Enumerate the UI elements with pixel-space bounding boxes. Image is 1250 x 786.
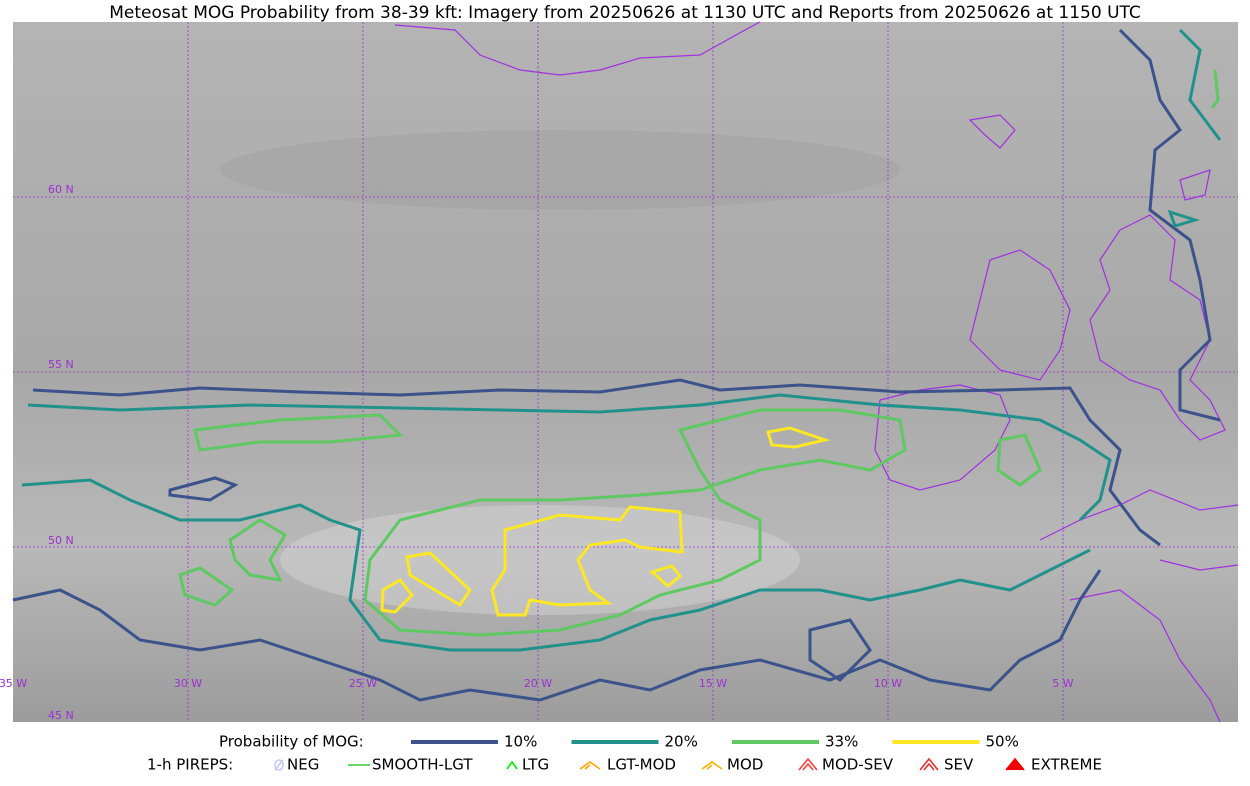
coastline xyxy=(1089,214,1226,441)
cloud-band xyxy=(220,130,900,210)
lat-label: 50 N xyxy=(48,534,74,547)
lat-label: 60 N xyxy=(48,183,74,196)
legend-label: SEV xyxy=(944,756,974,774)
contour-50 xyxy=(766,426,831,449)
coastline xyxy=(394,21,761,76)
legend-label: LGT-MOD xyxy=(607,756,676,774)
lon-label: 5 W xyxy=(1052,677,1073,690)
coastline xyxy=(1179,169,1211,201)
coastline xyxy=(874,384,1011,491)
lon-label: 10 W xyxy=(874,677,902,690)
lon-label: 20 W xyxy=(524,677,552,690)
legend-label: 20% xyxy=(665,733,698,751)
lat-label: 45 N xyxy=(48,709,74,722)
contours xyxy=(12,28,1222,702)
legend-label: MOD xyxy=(727,756,763,774)
legend-label: SMOOTH-LGT xyxy=(372,756,473,774)
grid xyxy=(13,22,1238,722)
cloud-band xyxy=(280,505,800,615)
contour-20 xyxy=(21,478,1091,652)
legend-icon xyxy=(1005,757,1025,771)
legend: Probability of MOG: 10% 20% 33% 50% 1-h PIREP… xyxy=(147,733,1102,774)
lon-labels: 35 W 30 W 25 W 20 W 15 W 10 W 5 W xyxy=(0,677,1074,690)
lat-labels: 60 N 55 N 50 N 45 N xyxy=(48,183,74,722)
legend-label: 50% xyxy=(986,733,1019,751)
contour-20 xyxy=(1167,209,1201,228)
coastline xyxy=(1039,489,1239,723)
contour-20 xyxy=(27,393,1112,522)
contour-10 xyxy=(32,378,1161,547)
legend-title: 1-h PIREPS: xyxy=(147,756,233,774)
lon-label: 25 W xyxy=(349,677,377,690)
contour-10 xyxy=(808,618,872,682)
contour-33 xyxy=(363,408,907,637)
legend-icon xyxy=(579,761,601,770)
legend-label: 33% xyxy=(825,733,858,751)
contour-33 xyxy=(178,566,235,607)
legend-icon xyxy=(798,757,818,771)
legend-label: 10% xyxy=(504,733,537,751)
coastlines xyxy=(394,21,1239,723)
contour-33 xyxy=(228,518,288,582)
contour-33 xyxy=(1210,69,1220,109)
contour-50 xyxy=(380,578,415,614)
contour-50 xyxy=(648,564,683,588)
legend-label: NEG xyxy=(287,756,319,774)
legend-title: Probability of MOG: xyxy=(219,733,364,751)
coastline xyxy=(968,114,1016,149)
contour-33 xyxy=(996,433,1042,487)
legend-label: LTG xyxy=(522,756,549,774)
contour-33 xyxy=(193,413,404,452)
coastline xyxy=(969,249,1071,381)
legend-icon xyxy=(701,761,723,770)
contour-50 xyxy=(405,551,472,608)
legend-label: MOD-SEV xyxy=(822,756,894,774)
lat-label: 55 N xyxy=(48,358,74,371)
legend-icon xyxy=(506,760,518,770)
lon-label: 30 W xyxy=(174,677,202,690)
contour-20 xyxy=(1178,28,1222,141)
contour-10 xyxy=(168,476,239,502)
legend-icon xyxy=(274,759,284,771)
title: Meteosat MOG Probability from 38-39 kft:… xyxy=(109,3,1141,23)
map: 60 N 55 N 50 N 45 N 35 W 30 W 25 W 20 W 15 W 10 … xyxy=(0,21,1239,723)
lon-label: 15 W xyxy=(699,677,727,690)
legend-icon xyxy=(919,757,939,771)
contour-50 xyxy=(490,505,684,617)
contour-10 xyxy=(12,569,1102,702)
legend-label: EXTREME xyxy=(1031,756,1102,774)
lon-label: 35 W xyxy=(0,677,27,690)
contour-10 xyxy=(1118,28,1221,422)
